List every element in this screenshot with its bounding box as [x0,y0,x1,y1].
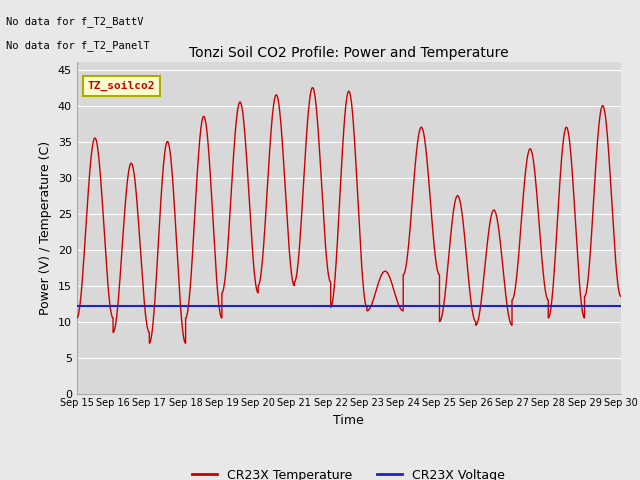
Legend: CR23X Temperature, CR23X Voltage: CR23X Temperature, CR23X Voltage [188,464,510,480]
Title: Tonzi Soil CO2 Profile: Power and Temperature: Tonzi Soil CO2 Profile: Power and Temper… [189,46,509,60]
Text: No data for f_T2_PanelT: No data for f_T2_PanelT [6,40,150,51]
X-axis label: Time: Time [333,414,364,427]
Y-axis label: Power (V) / Temperature (C): Power (V) / Temperature (C) [39,141,52,315]
Text: No data for f_T2_BattV: No data for f_T2_BattV [6,16,144,27]
Text: TZ_soilco2: TZ_soilco2 [88,81,155,91]
